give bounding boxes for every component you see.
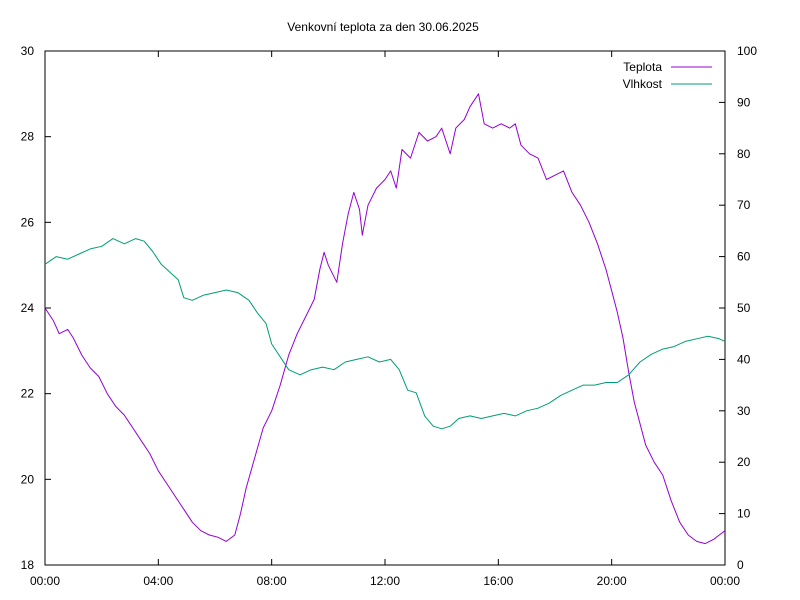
y-right-tick-label: 80 [737,147,751,161]
y-left-tick-label: 28 [21,130,35,144]
y-left-tick-label: 18 [21,558,35,572]
y-left-tick-label: 26 [21,215,35,229]
x-tick-label: 12:00 [370,574,400,588]
series-layer [44,93,726,545]
y-right-tick-label: 40 [737,352,751,366]
x-tick-label: 00:00 [710,574,740,588]
legend: Teplota Vlhkost [623,60,712,91]
y-left-tick-label: 22 [21,387,35,401]
y-right-tick-label: 20 [737,455,751,469]
y-left-tick-label: 20 [21,472,35,486]
legend-label-teplota: Teplota [623,60,662,74]
series-line-teplota [44,93,726,545]
y-axis-right: 0 10 20 30 40 50 60 70 80 90 100 [719,44,757,572]
chart-title: Venkovní teplota za den 30.06.2025 [287,20,479,34]
x-tick-label: 08:00 [257,574,287,588]
plot-area-border [44,50,726,566]
x-tick-label: 04:00 [143,574,173,588]
legend-label-vlhkost: Vlhkost [623,77,663,91]
series-line-vlhkost [44,238,726,430]
y-left-tick-label: 30 [21,44,35,58]
y-right-tick-label: 60 [737,250,751,264]
x-tick-label: 20:00 [597,574,627,588]
y-right-tick-label: 100 [737,44,757,58]
y-axis-left: 18 20 22 24 26 28 30 [21,44,51,572]
y-right-tick-label: 0 [737,558,744,572]
y-right-tick-label: 30 [737,404,751,418]
x-tick-label: 16:00 [483,574,513,588]
y-right-tick-label: 70 [737,198,751,212]
y-right-tick-label: 90 [737,95,751,109]
x-tick-label: 00:00 [30,574,60,588]
y-left-tick-label: 24 [21,301,35,315]
y-right-tick-label: 10 [737,507,751,521]
y-right-tick-label: 50 [737,301,751,315]
x-axis: 00:00 04:00 08:00 12:00 16:00 20:00 00:00 [30,51,740,588]
